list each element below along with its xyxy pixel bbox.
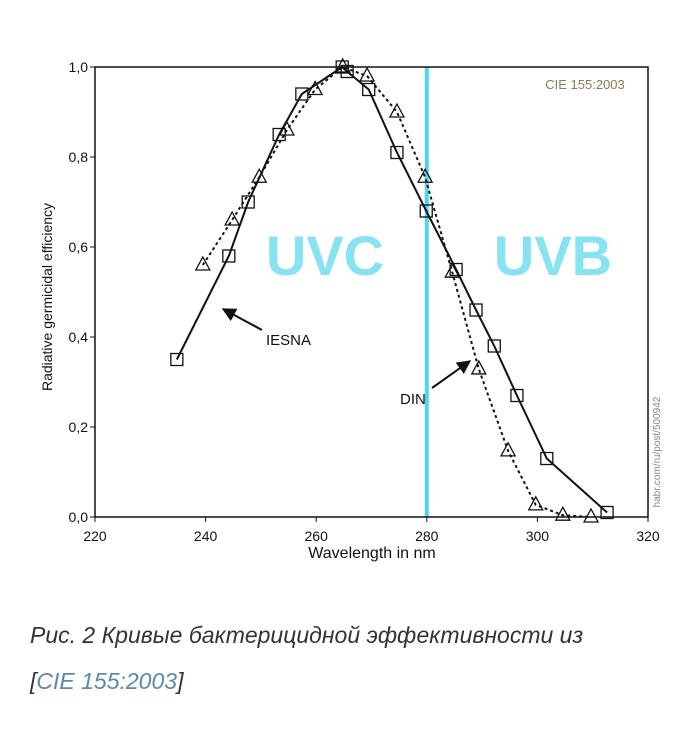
y-tick-label: 0,6 xyxy=(69,239,89,255)
uvc-label: UVC xyxy=(266,224,384,287)
triangle-marker xyxy=(444,262,461,278)
triangle-marker xyxy=(554,505,571,521)
x-axis-title: Wavelength in nm xyxy=(308,545,435,562)
bracket: ] xyxy=(177,668,184,694)
triangle-marker xyxy=(470,359,487,375)
x-tick-label: 240 xyxy=(194,528,218,544)
square-marker xyxy=(222,249,236,263)
source-label: CIE 155:2003 xyxy=(545,77,625,92)
triangle-marker xyxy=(224,210,241,226)
caption: Рис. 2 Кривые бактерицидной эффективност… xyxy=(30,622,584,648)
triangle-marker xyxy=(527,495,544,511)
square-marker xyxy=(540,451,554,466)
square-marker xyxy=(170,352,184,367)
y-tick-label: 1,0 xyxy=(69,59,89,75)
triangle-marker xyxy=(500,441,517,457)
arrow xyxy=(431,360,472,389)
y-tick-label: 0,4 xyxy=(69,329,89,345)
triangle-marker xyxy=(278,120,295,136)
x-tick-label: 280 xyxy=(415,528,439,544)
caption-ref: [CIE 155:2003] xyxy=(30,668,183,695)
uvb-label: UVB xyxy=(494,224,612,287)
plot-frame xyxy=(94,66,649,518)
legend-label: IESNA xyxy=(266,332,311,349)
square-marker xyxy=(469,303,483,317)
square-marker xyxy=(487,339,501,353)
y-axis-title: Radiative germicidal efficiency xyxy=(39,203,55,391)
square-marker xyxy=(600,505,614,520)
triangle-marker xyxy=(307,80,324,96)
bracket: [ xyxy=(30,668,37,694)
square-marker xyxy=(419,204,433,218)
triangle-marker xyxy=(417,167,434,183)
triangle-marker xyxy=(358,66,376,82)
arrow xyxy=(221,308,263,331)
x-tick-label: 220 xyxy=(83,528,107,544)
square-marker xyxy=(510,388,524,403)
triangle-marker xyxy=(388,102,406,118)
legend-label: DIN xyxy=(400,391,426,408)
x-tick-label: 320 xyxy=(636,528,660,544)
watermark: habr.com/ru/post/500942 xyxy=(652,396,663,507)
chart: UVC UVB CIE 155:2003 habr.com/ru/post/50… xyxy=(39,57,663,562)
square-marker xyxy=(241,195,255,209)
y-tick-label: 0,0 xyxy=(69,509,89,525)
triangle-marker xyxy=(334,57,351,73)
series-line xyxy=(175,65,608,514)
caption-link[interactable]: CIE 155:2003 xyxy=(36,668,178,694)
y-tick-label: 0,8 xyxy=(69,149,89,165)
y-tick-label: 0,2 xyxy=(69,419,89,435)
square-marker xyxy=(362,82,376,97)
x-tick-label: 300 xyxy=(526,528,550,544)
series-line xyxy=(201,65,592,518)
triangle-marker xyxy=(251,167,268,183)
x-tick-label: 260 xyxy=(305,528,329,544)
square-marker xyxy=(390,145,404,160)
triangle-marker xyxy=(582,507,600,523)
triangle-marker xyxy=(194,255,211,271)
